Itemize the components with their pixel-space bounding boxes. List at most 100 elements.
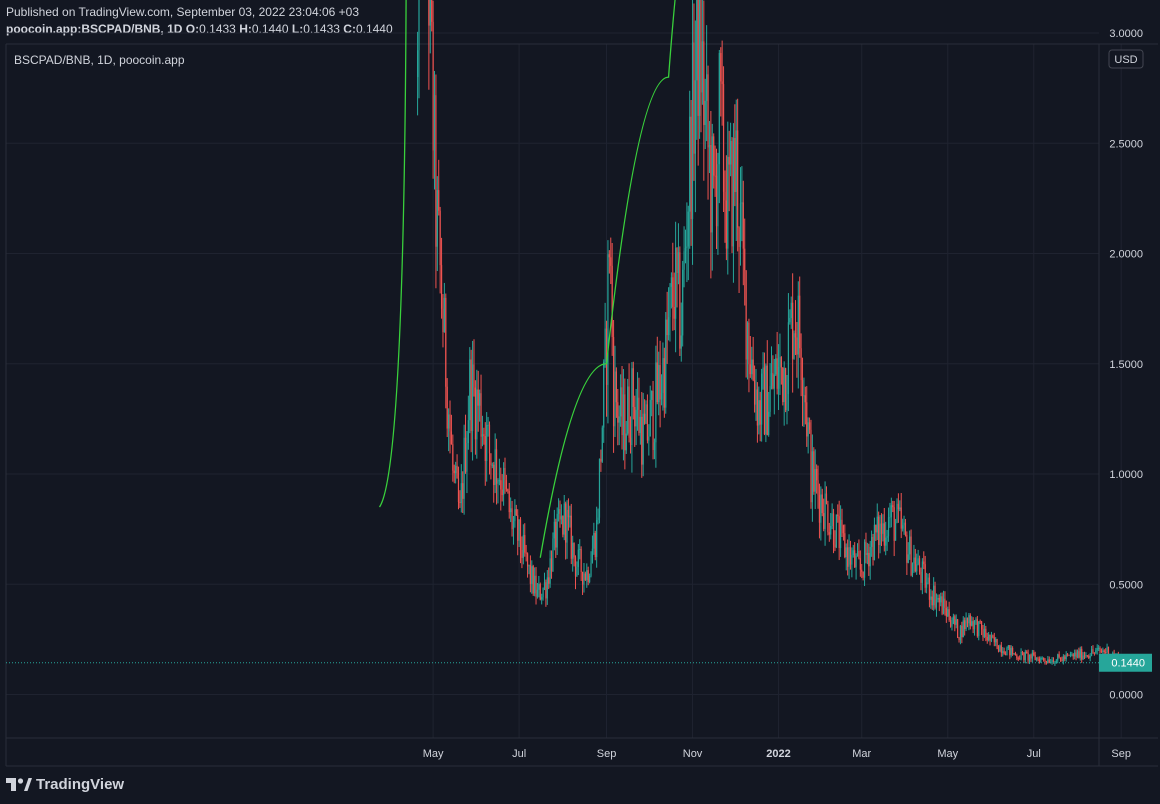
candle-body — [948, 609, 950, 621]
candle-body — [861, 569, 863, 572]
candle-body — [992, 635, 994, 638]
candle-body — [838, 516, 840, 548]
candle-body — [796, 337, 798, 355]
chart-grid — [6, 32, 1122, 738]
candle-body — [584, 573, 586, 580]
candle-body — [765, 365, 767, 435]
candle-body — [652, 390, 654, 451]
candle-body — [954, 616, 956, 625]
candle-body — [528, 564, 530, 567]
candle-body — [525, 552, 527, 554]
candle-body — [631, 368, 633, 446]
candle-body — [593, 532, 595, 549]
candle-body — [625, 433, 627, 451]
candle-body — [882, 523, 884, 534]
candle-body — [583, 573, 585, 585]
candle-body — [538, 584, 540, 590]
candle-body — [480, 393, 482, 437]
candle-body — [835, 514, 837, 548]
candle-body — [721, 81, 723, 85]
candle-body — [799, 295, 801, 349]
candle-body — [1028, 654, 1031, 661]
candle-body — [828, 532, 830, 535]
candle-body — [1006, 647, 1008, 656]
candle-body — [693, 42, 695, 154]
candle-body — [495, 449, 498, 484]
candle-body — [589, 575, 591, 582]
candle-body — [707, 74, 709, 148]
candle-body — [539, 584, 541, 600]
candle-body — [918, 558, 921, 572]
candle-body — [834, 544, 836, 548]
candle-body — [769, 386, 771, 412]
candle-body — [1020, 651, 1022, 660]
candle-body — [1088, 656, 1090, 658]
candle-body — [982, 629, 984, 638]
candle-body — [1082, 655, 1084, 660]
tradingview-logo[interactable]: TradingView — [6, 776, 124, 793]
candle-body — [786, 394, 788, 410]
candle-body — [428, 0, 430, 26]
candle-body — [517, 515, 519, 541]
candle-body — [1051, 660, 1053, 663]
candle-body — [968, 615, 970, 624]
candle-body — [1086, 655, 1088, 657]
candle-body — [756, 389, 758, 426]
candle-body — [1059, 657, 1062, 660]
candle-body — [680, 335, 682, 349]
candle-body — [683, 251, 685, 270]
candle-body — [827, 504, 829, 533]
candle-body — [518, 519, 520, 541]
candle-body — [646, 404, 649, 441]
candle-body — [783, 368, 785, 403]
candle-body — [560, 516, 563, 520]
candle-body — [670, 277, 672, 287]
candle-body — [971, 621, 973, 626]
candle-body — [746, 322, 749, 360]
candle-body — [601, 427, 603, 462]
candle-body — [856, 550, 859, 556]
candle-body — [642, 413, 644, 465]
candle-body — [556, 513, 558, 548]
candle-body — [749, 364, 751, 375]
candle-body — [931, 596, 933, 606]
candle-body — [507, 489, 509, 492]
candle-body — [1047, 659, 1049, 663]
candle-body — [667, 317, 670, 336]
candle-body — [1035, 657, 1038, 660]
time-axis[interactable]: May Jul Sep Nov 2022 Mar May Jul Sep — [423, 748, 1131, 760]
candle-body — [878, 516, 880, 545]
candle-body — [529, 564, 531, 584]
candle-body — [605, 328, 608, 385]
candle-body — [854, 550, 856, 568]
candle-body — [906, 534, 908, 563]
candle-body — [445, 297, 447, 387]
candle-body — [463, 437, 465, 499]
candle-body — [1071, 654, 1073, 656]
candle-body — [792, 302, 794, 359]
candle-body — [1081, 648, 1083, 660]
candle-body — [959, 625, 962, 641]
candle-body — [841, 519, 843, 526]
price-axis[interactable]: 0.0000 0.5000 1.0000 1.5000 2.0000 2.5000 3.00… — [1109, 0, 1143, 702]
candle-body — [949, 620, 952, 627]
candle-body — [713, 136, 715, 176]
candle-body — [1062, 656, 1064, 662]
candle-body — [848, 547, 850, 567]
candle-body — [1083, 655, 1086, 657]
currency-button[interactable]: USD — [1108, 49, 1144, 69]
candle-body — [697, 0, 699, 116]
candle-body — [941, 596, 943, 614]
candle-body — [938, 597, 940, 603]
candle-body — [808, 422, 811, 430]
candle-body — [1095, 650, 1097, 653]
candle-body — [859, 558, 861, 570]
candle-body — [449, 414, 451, 432]
candle-body — [486, 425, 488, 461]
candle-body — [768, 411, 770, 436]
candle-body — [598, 458, 601, 518]
candle-body — [1068, 654, 1070, 656]
candle-body — [794, 333, 797, 338]
candle-body — [541, 597, 543, 600]
